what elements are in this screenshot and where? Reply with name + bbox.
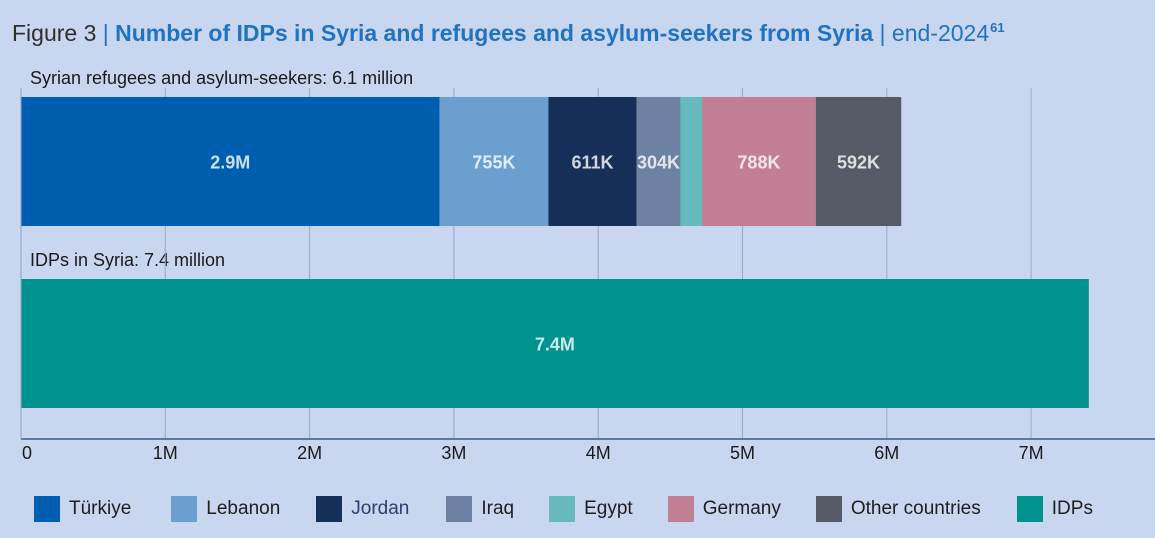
x-tick-label: 2M (297, 443, 322, 463)
legend-swatch (34, 496, 60, 522)
legend-label: Türkiye (69, 498, 132, 519)
idps-group-label: IDPs in Syria: 7.4 million (30, 250, 226, 270)
x-tick-label: 5M (730, 443, 755, 463)
x-tick-label: 4M (586, 443, 611, 463)
legend-item: Iraq (446, 496, 514, 522)
x-tick-label: 1M (153, 443, 178, 463)
bar-segment (21, 279, 1089, 408)
data-label: 755K (472, 153, 515, 173)
x-tick-label: 0 (22, 443, 32, 463)
stacked-bar-chart: 2.9M 755K 611K 304K 788K 592K 7.4M 0 1M 2M 3M 4M 5M 6… (20, 88, 1155, 463)
legend-swatch (1016, 496, 1043, 522)
chart-legend: Türkiye Lebanon Jordan Iraq Egypt Germany Othe… (34, 496, 1093, 522)
figure-number: Figure 3 (12, 20, 97, 46)
footnote-ref: 61 (990, 20, 1005, 35)
legend-item: Egypt (549, 496, 633, 522)
bar-segment (680, 97, 703, 226)
legend-swatch (171, 496, 198, 522)
legend-swatch (446, 496, 473, 522)
legend-label: Egypt (584, 498, 633, 519)
x-tick-label: 6M (874, 443, 899, 463)
legend-label: Iraq (481, 498, 515, 519)
bar-segment (702, 97, 816, 226)
legend-label: Lebanon (206, 498, 281, 519)
bar-segment (439, 97, 549, 226)
data-label: 2.9M (210, 153, 250, 173)
title-date: end-2024 (891, 20, 990, 46)
legend-swatch (815, 496, 842, 522)
refugees-group-label: Syrian refugees and asylum-seekers: 6.1 … (30, 68, 414, 88)
x-tick-label: 3M (441, 443, 466, 463)
legend-item: Lebanon (171, 496, 280, 522)
legend-swatch (316, 496, 343, 522)
data-label: 611K (571, 153, 613, 173)
data-label: 592K (837, 153, 880, 173)
legend-label: IDPs (1051, 498, 1093, 519)
legend-label: Jordan (351, 498, 410, 519)
title-separator-2: | (879, 20, 886, 46)
legend-item: Other countries (815, 496, 981, 522)
legend-swatch (667, 496, 694, 522)
data-label: 7.4M (535, 335, 575, 355)
legend-swatch (549, 496, 576, 522)
legend-item: Türkiye (34, 496, 131, 522)
chart-title: Figure 3 | Number of IDPs in Syria and r… (12, 20, 1005, 47)
legend-item: Germany (667, 496, 781, 522)
legend-label: Other countries (850, 498, 981, 519)
title-separator: | (102, 20, 109, 46)
data-label: 788K (737, 153, 780, 173)
legend-item: IDPs (1016, 496, 1093, 522)
bar-segment (636, 97, 681, 226)
data-label: 304K (637, 153, 680, 173)
x-tick-label: 7M (1019, 443, 1044, 463)
bar-segment (815, 97, 902, 226)
legend-label: Germany (702, 498, 781, 519)
title-main: Number of IDPs in Syria and refugees and… (115, 20, 874, 46)
legend-item: Jordan (316, 496, 409, 522)
bar-segment (548, 97, 637, 226)
bar-segment (21, 97, 440, 226)
